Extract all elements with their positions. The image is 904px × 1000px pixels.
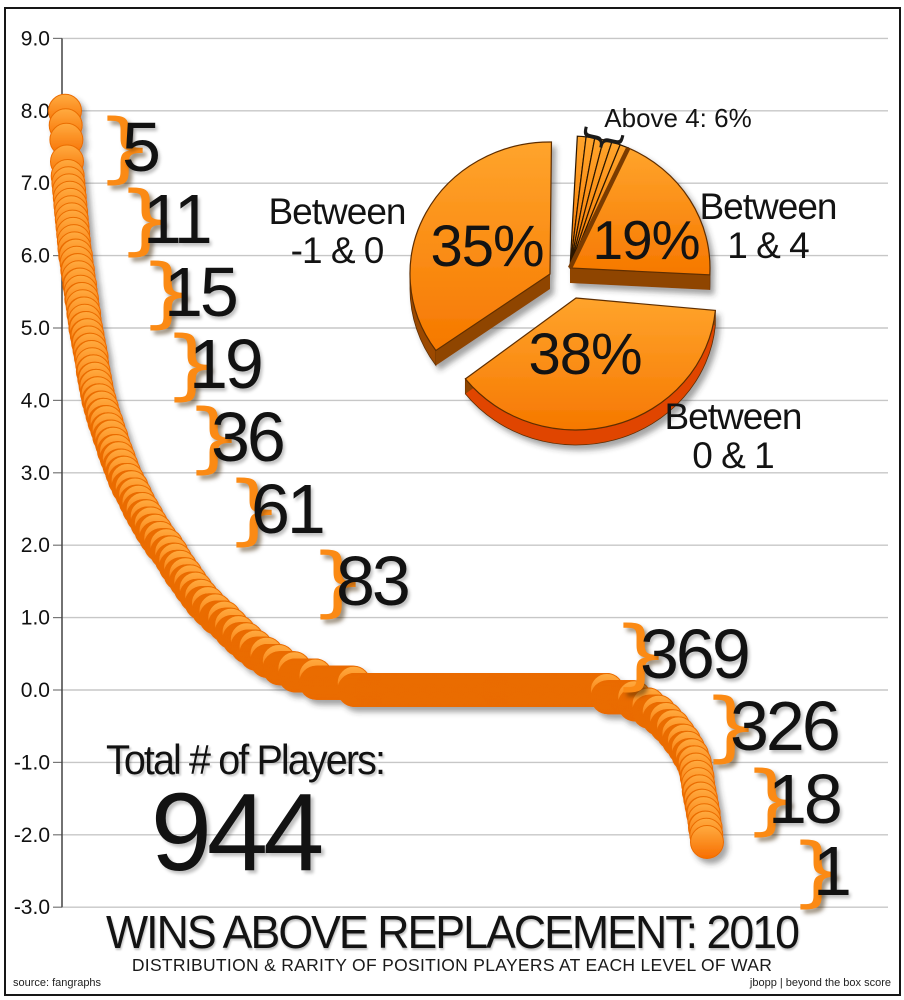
curly-brace-glyph: }	[163, 319, 222, 409]
y-axis-label: -2.0	[14, 824, 50, 847]
pie-slice-separator	[567, 146, 631, 269]
page-title: WINS ABOVE REPLACEMENT: 2010	[105, 906, 800, 958]
pie-label-line2: -1 & 0	[290, 230, 385, 271]
curly-brace-glyph: }	[743, 753, 802, 843]
band-count-value: 369	[640, 614, 751, 693]
band-player-count: 36	[211, 397, 286, 476]
band-player-count: 326	[730, 687, 841, 766]
band-count-value: 15	[164, 252, 239, 331]
y-axis-label: -3.0	[14, 896, 50, 919]
curly-brace-glyph: }	[789, 825, 848, 915]
band-player-count: 15	[164, 252, 239, 331]
total-players-label: Total # of Players:	[105, 736, 386, 783]
band-player-count: 18	[768, 759, 843, 838]
pie-value-35pct: 35%	[430, 214, 544, 279]
pie-label-line2: 0 & 1	[692, 435, 774, 476]
band-count-value: 18	[768, 759, 843, 838]
pie-label-line2: 1 & 4	[727, 225, 809, 266]
band-player-count: 19	[189, 325, 264, 404]
author-credit: jbopp | beyond the box score	[749, 977, 891, 989]
y-axis-label: 7.0	[21, 172, 50, 195]
total-players-value: 944	[150, 771, 325, 894]
curly-brace-glyph: }	[96, 101, 155, 191]
page-subtitle: DISTRIBUTION & RARITY OF POSITION PLAYER…	[131, 955, 773, 975]
curly-brace-glyph: }	[225, 463, 284, 553]
band-count-value: 1	[813, 831, 852, 910]
curly-brace-glyph: }	[309, 536, 368, 626]
band-brace-icon: }	[163, 326, 221, 402]
pie-label-line1: Between	[268, 191, 407, 232]
band-count-value: 326	[730, 687, 841, 766]
pie-label-above-4: Above 4: 6%	[604, 103, 752, 133]
pie-value-19pct: 19%	[592, 209, 700, 271]
band-brace-icon: }	[225, 470, 283, 546]
curly-brace-glyph: }	[139, 246, 198, 336]
pie-label-between-1-4: Between 1 & 4	[686, 187, 850, 265]
band-brace-icon: }	[743, 760, 801, 836]
pie-slice-38pct	[464, 297, 717, 431]
band-brace-icon: }	[96, 108, 154, 184]
y-axis-label: 4.0	[21, 389, 50, 412]
band-player-count: 369	[640, 614, 751, 693]
y-axis-label: 3.0	[21, 462, 50, 485]
band-count-value: 83	[336, 542, 411, 621]
band-brace-icon: }	[612, 615, 670, 691]
band-player-count: 61	[251, 469, 326, 548]
band-brace-icon: }	[309, 543, 367, 619]
pie-label-between-neg1-0: Between -1 & 0	[252, 192, 422, 270]
band-brace-icon: }	[789, 832, 847, 908]
band-count-value: 5	[122, 107, 161, 186]
y-axis-label: 8.0	[21, 100, 50, 123]
curly-brace-glyph: }	[612, 608, 671, 698]
curly-brace-glyph: }	[117, 174, 176, 264]
curly-brace-glyph: }	[185, 391, 244, 481]
pie-label-line1: Between	[699, 186, 838, 227]
y-axis-label: 2.0	[21, 534, 50, 557]
y-axis-label: 0.0	[21, 679, 50, 702]
war-share-pie	[409, 135, 717, 446]
band-brace-icon: }	[139, 253, 197, 329]
pie-value-38pct: 38%	[528, 322, 642, 387]
pie-label-between-0-1: Between 0 & 1	[648, 397, 818, 475]
band-brace-icon: }	[117, 181, 175, 257]
pie-slice-cut-face	[435, 274, 550, 366]
pie-slice-19pct	[569, 147, 711, 276]
player-war-dot	[690, 825, 724, 859]
y-axis-label: 1.0	[21, 607, 50, 630]
pie-slice-35pct	[409, 141, 553, 352]
pie-label-line1: Between	[664, 396, 803, 437]
band-player-count: 1	[813, 831, 852, 910]
band-count-value: 11	[143, 180, 213, 259]
band-brace-icon: }	[185, 398, 243, 474]
war-dots-series	[48, 93, 724, 859]
band-count-value: 19	[189, 325, 264, 404]
y-axis-label: 6.0	[21, 245, 50, 268]
y-axis-label: -1.0	[14, 751, 50, 774]
y-axis-label: 9.0	[21, 27, 50, 50]
band-player-count: 11	[143, 180, 213, 259]
y-axis-label: 5.0	[21, 317, 50, 340]
band-count-value: 36	[211, 397, 286, 476]
source-credit: source: fangraphs	[13, 977, 102, 989]
band-count-value: 61	[251, 469, 326, 548]
band-player-count: 83	[336, 542, 411, 621]
curly-brace-glyph: }	[702, 681, 761, 771]
gridlines: 9.0 8.0 7.0 6.0 5.0 4.0 3.0 2.0 1.0 0.0 -1.0 -2.0 -3…	[14, 27, 888, 919]
band-player-count: 5	[122, 107, 161, 186]
band-brace-icon: }	[702, 688, 760, 764]
